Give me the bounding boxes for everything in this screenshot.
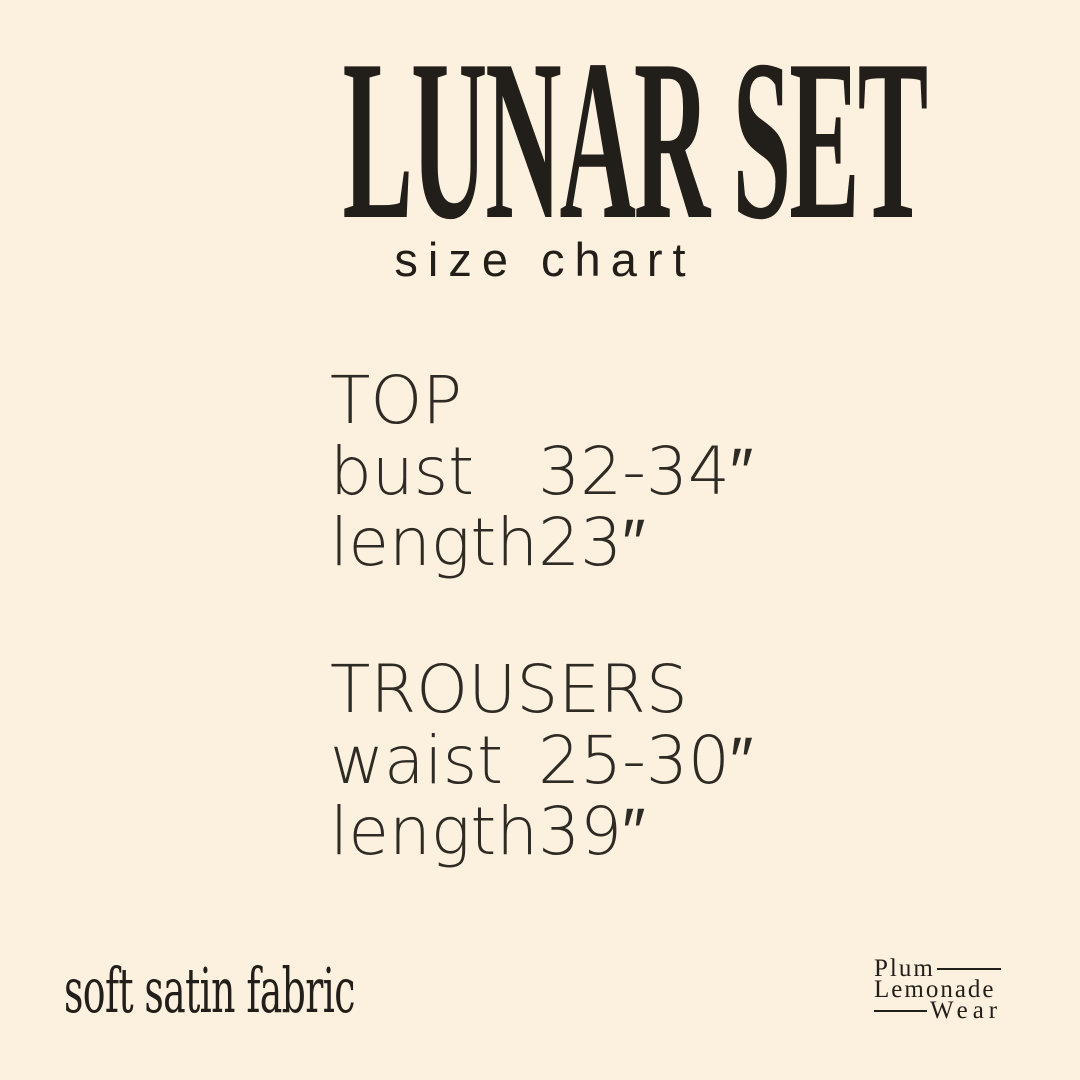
- measurement-rows: bust 32-34″ length 23″: [330, 436, 753, 578]
- logo-rule: [874, 1009, 927, 1012]
- brand-word-lemonade: Lemonade: [874, 976, 996, 1003]
- section-name: TROUSERS: [330, 651, 688, 728]
- brand-word-plum: Plum: [874, 955, 935, 982]
- page-subtitle: size chart: [394, 233, 696, 286]
- brand-logo-line-1: Plum: [874, 955, 1044, 982]
- header: LUNAR SET: [0, 25, 1080, 255]
- brand-logo-line-3: Wear: [874, 997, 1044, 1024]
- measurement-rows: waist 25-30″ length 39″: [330, 725, 753, 867]
- fabric-note: soft satin fabric: [64, 954, 355, 1027]
- brand-word-wear: Wear: [930, 997, 1003, 1024]
- measurement-label: length: [330, 793, 539, 870]
- measurement-value: 32-34″: [538, 433, 754, 510]
- brand-logo: Plum Lemonade Wear: [874, 955, 1044, 1024]
- page-title: LUNAR SET: [342, 12, 929, 267]
- section-name: TOP: [330, 362, 463, 439]
- logo-rule: [936, 967, 1001, 970]
- size-chart: TOP bust 32-34″ length 23″ TROUSERS wais…: [330, 365, 753, 867]
- measurement-value: 39″: [538, 793, 646, 870]
- section-top: TOP bust 32-34″ length 23″: [330, 365, 753, 578]
- measurement-value: 23″: [538, 504, 646, 581]
- measurement-value: 25-30″: [538, 722, 754, 799]
- brand-logo-line-2: Lemonade: [874, 976, 1044, 1003]
- measurement-label: bust: [330, 433, 474, 510]
- section-trousers: TROUSERS waist 25-30″ length 39″: [330, 654, 753, 867]
- measurement-label: length: [330, 504, 539, 581]
- measurement-label: waist: [330, 722, 504, 799]
